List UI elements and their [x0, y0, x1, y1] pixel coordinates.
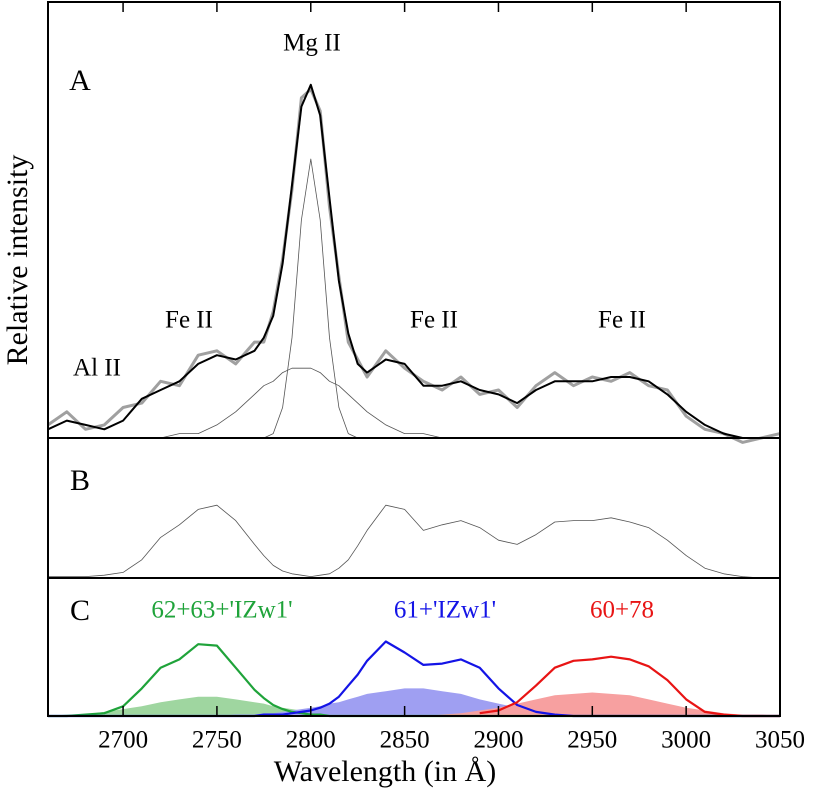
line	[48, 504, 780, 579]
x-tick-label: 2850	[380, 727, 430, 754]
x-tick-label: 3050	[755, 727, 805, 754]
legend-label: 62+63+'IZw1'	[151, 597, 292, 624]
area	[48, 696, 780, 716]
annotation: Al II	[73, 355, 121, 382]
x-tick-label: 2800	[286, 727, 336, 754]
panel-label: A	[69, 64, 91, 97]
x-axis-label: Wavelength (in Å)	[274, 755, 497, 788]
x-tick-label: 2900	[473, 727, 523, 754]
annotation: Fe II	[598, 307, 646, 334]
area	[48, 692, 780, 716]
plot-frame	[47, 1, 781, 717]
annotation: Fe II	[165, 307, 213, 334]
y-axis-label: Relative intensity	[1, 155, 34, 366]
area	[48, 688, 780, 716]
x-tick-label: 2700	[98, 727, 148, 754]
annotation: Fe II	[410, 307, 458, 334]
legend-label: 61+'IZw1'	[394, 597, 496, 624]
x-tick-label: 2950	[567, 727, 617, 754]
legend-label: 60+78	[590, 597, 654, 624]
panel-label: B	[70, 464, 90, 497]
annotation: Mg II	[283, 30, 341, 57]
x-tick-label: 3000	[661, 727, 711, 754]
line	[47, 83, 780, 439]
line	[47, 87, 781, 444]
x-tick-label: 2750	[192, 727, 242, 754]
line	[48, 367, 780, 439]
panel-label: C	[70, 594, 90, 627]
